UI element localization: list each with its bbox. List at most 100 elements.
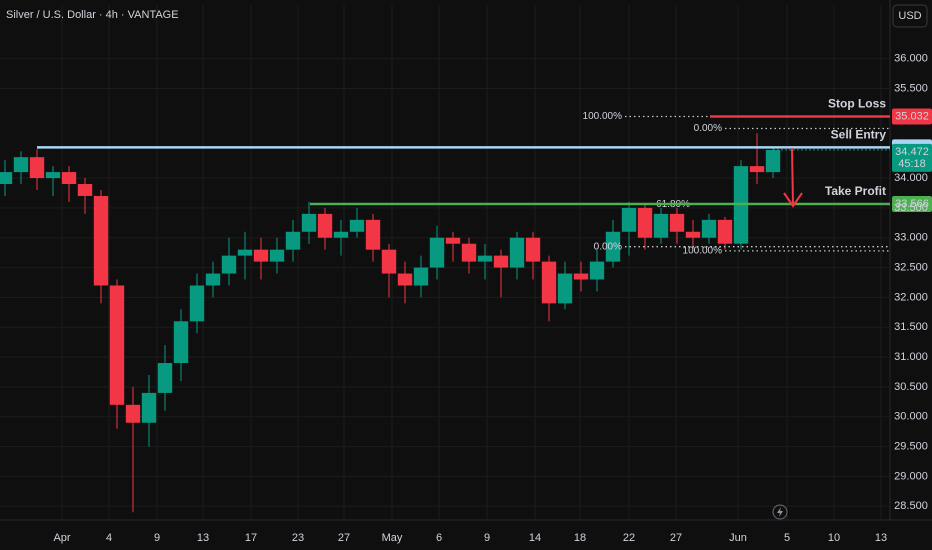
candle-body <box>749 166 765 173</box>
x-tick-label: May <box>382 532 403 544</box>
candle-body <box>525 237 541 262</box>
x-tick-label: 13 <box>197 532 209 544</box>
level-name: Sell Entry <box>831 128 887 142</box>
price-badge-label: 35.032 <box>895 110 929 122</box>
candle-body <box>173 321 189 364</box>
candle-body <box>13 157 29 173</box>
candle-body <box>765 150 781 173</box>
short-arrow <box>783 147 803 208</box>
candle-body <box>109 285 125 405</box>
last-price-label: 34.472 <box>895 146 929 158</box>
currency-button[interactable] <box>892 4 928 28</box>
x-tick-label: 9 <box>484 532 490 544</box>
candle-body <box>77 184 93 196</box>
candle-body <box>221 255 237 274</box>
x-tick-label: Apr <box>53 532 70 544</box>
candle-body <box>445 237 461 244</box>
currency-label[interactable]: USD <box>898 10 921 22</box>
candle-body <box>0 172 13 185</box>
y-tick-label: 33.000 <box>894 232 928 244</box>
candle-body <box>717 219 733 244</box>
price-badge <box>892 195 932 212</box>
candle-body <box>93 195 109 286</box>
y-tick-label: 34.000 <box>894 172 928 184</box>
y-tick-label: 28.500 <box>894 500 928 512</box>
x-tick-label: 18 <box>574 532 586 544</box>
price-badge-label: 33.566 <box>895 198 929 210</box>
fib-label: 0.00% <box>694 123 722 134</box>
candle-body <box>205 273 221 286</box>
candle-body <box>653 213 669 238</box>
candle-body <box>125 404 141 423</box>
candle-body <box>541 261 557 304</box>
x-tick-label: 10 <box>828 532 840 544</box>
candle-body <box>557 273 573 304</box>
candle-body <box>701 219 717 238</box>
y-tick-label: 33.500 <box>894 202 928 214</box>
x-tick-label: 27 <box>670 532 682 544</box>
candle-body <box>349 219 365 232</box>
x-tick-label: 13 <box>875 532 887 544</box>
x-tick-label: 17 <box>245 532 257 544</box>
x-tick-label: 4 <box>106 532 112 544</box>
x-tick-label: 6 <box>436 532 442 544</box>
candle-body <box>45 172 61 179</box>
x-tick-label: 9 <box>154 532 160 544</box>
y-tick-label: 30.000 <box>894 411 928 423</box>
candle-body <box>285 231 301 250</box>
x-tick-label: 5 <box>784 532 790 544</box>
countdown-label: 45:18 <box>898 158 926 170</box>
candle-body <box>637 207 653 238</box>
y-tick-label: 29.500 <box>894 441 928 453</box>
candle-body <box>397 273 413 286</box>
candle-body <box>365 219 381 250</box>
y-tick-label: 32.000 <box>894 291 928 303</box>
candle-body <box>605 231 621 262</box>
candle-body <box>333 231 349 238</box>
candle-body <box>61 172 77 185</box>
candle-body <box>269 249 285 262</box>
x-tick-label: Jun <box>729 532 747 544</box>
fib-label: 100.00% <box>683 246 723 257</box>
candles <box>0 133 781 513</box>
price-badge <box>892 108 932 125</box>
candle-body <box>381 249 397 274</box>
chart-title: Silver / U.S. Dollar · 4h · VANTAGE <box>6 9 179 21</box>
candle-body <box>413 267 429 286</box>
candle-body <box>157 363 173 393</box>
y-tick-label: 31.500 <box>894 321 928 333</box>
y-tick-label: 36.000 <box>894 53 928 65</box>
candle-body <box>461 243 477 262</box>
candle-body <box>685 231 701 238</box>
last-price-badge <box>892 143 932 172</box>
candle-body <box>189 285 205 322</box>
candle-body <box>29 157 45 179</box>
candle-body <box>141 392 157 423</box>
y-tick-label: 29.000 <box>894 470 928 482</box>
replay-icon[interactable] <box>772 504 788 520</box>
x-tick-label: 14 <box>529 532 541 544</box>
candle-body <box>493 255 509 268</box>
candle-body <box>477 255 493 262</box>
candle-body <box>589 261 605 280</box>
y-tick-label: 31.000 <box>894 351 928 363</box>
candle-body <box>669 213 685 232</box>
candle-body <box>317 213 333 238</box>
candle-body <box>237 249 253 256</box>
candle-body <box>301 213 317 232</box>
fib-label: 100.00% <box>583 111 623 122</box>
level-name: Take Profit <box>825 184 886 198</box>
x-tick-label: 22 <box>623 532 635 544</box>
candle-body <box>509 237 525 268</box>
candle-body <box>573 273 589 280</box>
y-tick-label: 35.500 <box>894 82 928 94</box>
candle-body <box>429 237 445 268</box>
x-tick-label: 27 <box>338 532 350 544</box>
axes: 28.500 29.000 29.500 30.000 30.500 31.000 31.5… <box>53 53 927 544</box>
y-tick-label: 30.500 <box>894 381 928 393</box>
level-name: Stop Loss <box>828 97 886 111</box>
fib-label: 0.00% <box>594 241 622 252</box>
